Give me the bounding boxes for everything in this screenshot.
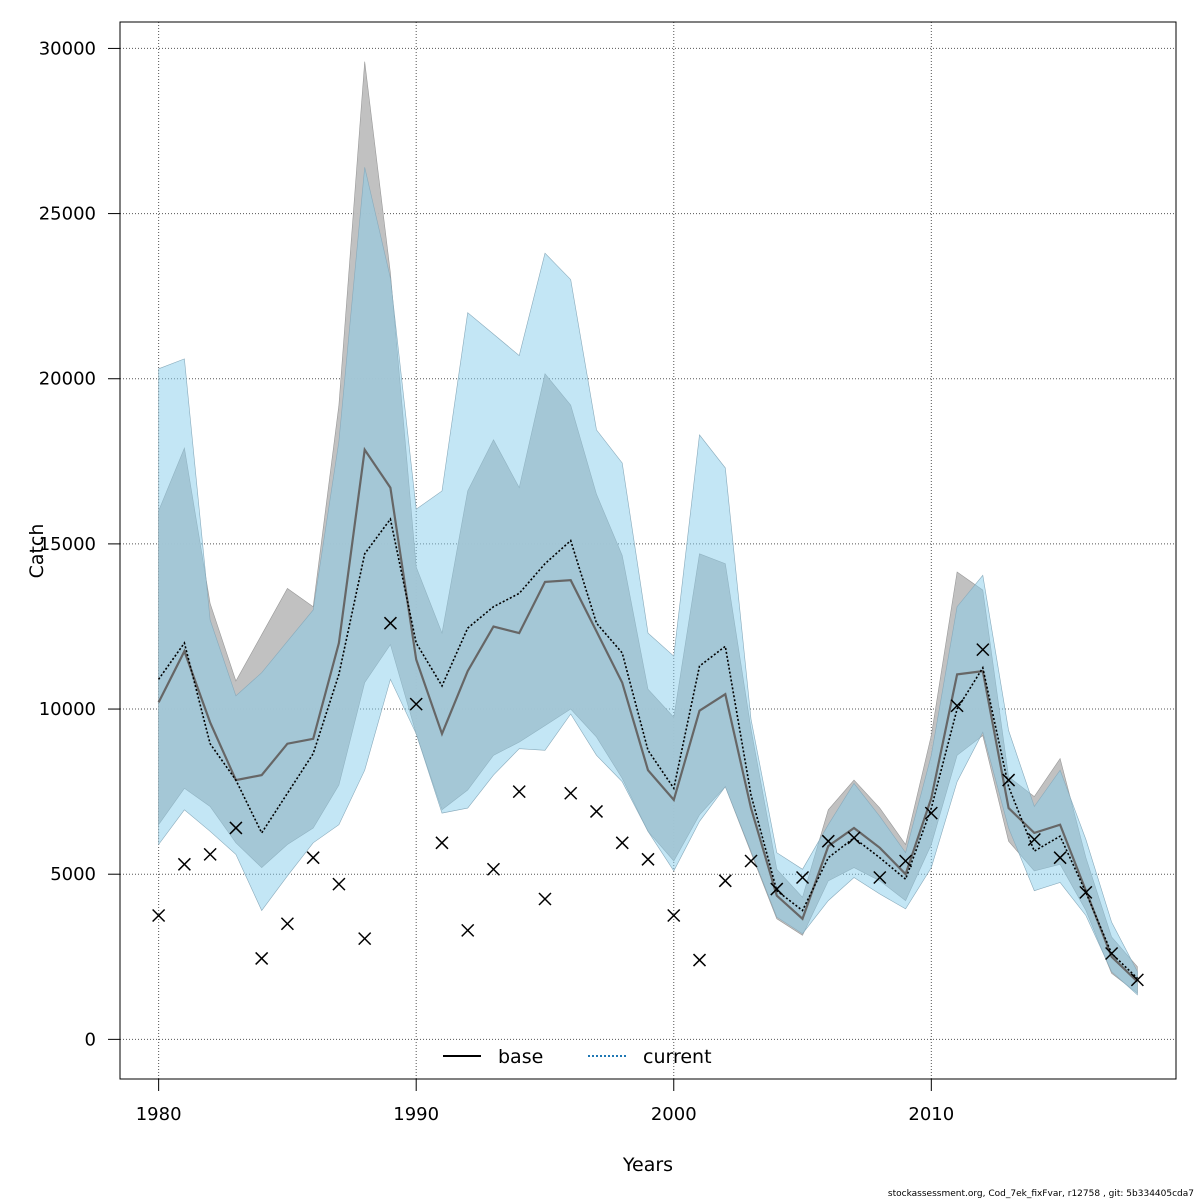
observed-point [667, 908, 681, 923]
grid-lines [120, 22, 1176, 1079]
y-tick-label: 30000 [39, 38, 96, 59]
observed-point [564, 786, 578, 800]
observed-point [435, 836, 449, 850]
observed-point [744, 854, 758, 868]
observed-point [203, 847, 217, 861]
observed-point [924, 806, 938, 820]
observed-point [589, 804, 604, 818]
observed-point [486, 862, 500, 876]
observed-point [383, 616, 397, 630]
base-line [157, 446, 1139, 983]
observed-point [177, 857, 191, 871]
observed-point [899, 854, 913, 868]
observed-point [641, 852, 655, 866]
observed-point [976, 643, 990, 657]
y-tick-label: 15000 [39, 534, 96, 555]
observed-point [873, 870, 887, 885]
x-tick-label: 2010 [908, 1104, 954, 1125]
observed-point [1002, 773, 1016, 787]
observed-point [461, 923, 475, 937]
y-tick-label: 5000 [50, 864, 96, 885]
observed-point [409, 697, 423, 711]
footer-note: stockassessment.org, Cod_7ek_fixFvar, r1… [888, 1189, 1194, 1199]
y-axis: 0 5000 10000 15000 20000 25000 30000 [39, 38, 120, 1050]
legend-base-label: base [498, 1046, 543, 1068]
observed-point [847, 831, 861, 845]
series-lines [157, 446, 1139, 983]
y-tick-label: 10000 [39, 699, 96, 720]
observed-point [229, 821, 243, 835]
observed-point [821, 834, 835, 848]
observed-point [152, 908, 166, 923]
y-tick-label: 0 [85, 1029, 96, 1050]
x-tick-label: 1990 [393, 1104, 439, 1125]
current-confidence-band [158, 167, 1138, 996]
x-axis: 1980 1990 2000 2010 [136, 1079, 954, 1125]
observed-point [255, 951, 269, 965]
observed-point [1130, 973, 1144, 987]
observed-point [306, 851, 320, 865]
observed-point [1105, 946, 1119, 961]
observed-point [950, 699, 964, 713]
observed-point [1053, 851, 1067, 865]
observed-points [152, 616, 1144, 987]
legend: base current [443, 1046, 712, 1068]
base-confidence-band [158, 61, 1138, 994]
x-tick-label: 1980 [136, 1104, 182, 1125]
observed-point [512, 785, 526, 799]
observed-point [770, 882, 784, 896]
observed-point [692, 953, 707, 967]
observed-point [332, 877, 346, 891]
observed-point [1027, 832, 1041, 847]
y-tick-label: 25000 [39, 204, 96, 225]
observed-point [538, 892, 552, 906]
current-line [157, 517, 1138, 979]
observed-point [1079, 885, 1093, 899]
legend-current-label: current [643, 1046, 712, 1068]
y-tick-label: 20000 [39, 369, 96, 390]
x-tick-label: 2000 [651, 1104, 697, 1125]
confidence-bands [158, 61, 1138, 996]
observed-point [280, 917, 294, 931]
observed-point [796, 870, 810, 885]
observed-point [615, 836, 629, 850]
x-axis-title: Years [622, 1154, 673, 1176]
observed-point [718, 874, 732, 888]
y-axis-title: Catch [26, 524, 48, 579]
plot-frame [119, 21, 1177, 1080]
observed-point [358, 932, 372, 946]
